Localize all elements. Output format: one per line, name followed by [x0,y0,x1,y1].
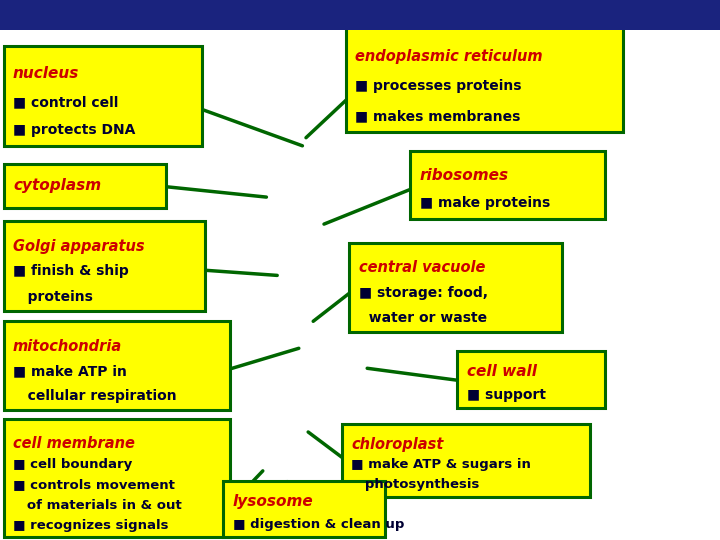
FancyBboxPatch shape [410,151,605,219]
Text: cell membrane: cell membrane [13,436,135,451]
Text: ■ processes proteins: ■ processes proteins [355,79,521,93]
FancyBboxPatch shape [4,418,230,537]
Text: ■ cell boundary: ■ cell boundary [13,458,132,471]
Text: endoplasmic reticulum: endoplasmic reticulum [355,49,543,64]
FancyBboxPatch shape [349,243,562,332]
Text: ■ support: ■ support [467,388,546,402]
Text: ■ make proteins: ■ make proteins [420,197,550,211]
Text: proteins: proteins [13,289,93,303]
Text: ■ make ATP in: ■ make ATP in [13,364,127,379]
Text: ribosomes: ribosomes [420,168,509,183]
Text: ■ finish & ship: ■ finish & ship [13,265,129,279]
FancyBboxPatch shape [4,46,202,146]
Text: ■ recognizes signals: ■ recognizes signals [13,519,168,532]
Text: ■ digestion & clean up: ■ digestion & clean up [233,518,404,531]
FancyBboxPatch shape [342,424,590,497]
Text: chloroplast: chloroplast [351,437,444,452]
FancyBboxPatch shape [4,321,230,410]
Text: cellular respiration: cellular respiration [13,389,176,403]
Text: cell wall: cell wall [467,364,536,379]
Text: mitochondria: mitochondria [13,339,122,354]
Text: of materials in & out: of materials in & out [13,498,181,511]
Text: ■ makes membranes: ■ makes membranes [355,109,521,123]
Text: cytoplasm: cytoplasm [13,178,101,193]
Text: ■ control cell: ■ control cell [13,95,118,109]
Text: ■ storage: food,: ■ storage: food, [359,286,487,300]
FancyBboxPatch shape [223,481,385,537]
Text: photosynthesis: photosynthesis [351,478,480,491]
Text: ■ controls movement: ■ controls movement [13,478,175,491]
FancyBboxPatch shape [4,164,166,208]
Text: ■ protects DNA: ■ protects DNA [13,123,135,137]
Text: nucleus: nucleus [13,66,79,81]
FancyBboxPatch shape [346,27,623,132]
FancyBboxPatch shape [0,0,720,30]
FancyBboxPatch shape [457,351,605,408]
Text: Golgi apparatus: Golgi apparatus [13,239,145,254]
FancyBboxPatch shape [4,221,205,310]
Text: lysosome: lysosome [233,494,313,509]
Text: central vacuole: central vacuole [359,260,485,275]
Text: ■ make ATP & sugars in: ■ make ATP & sugars in [351,458,531,471]
Text: water or waste: water or waste [359,311,487,325]
